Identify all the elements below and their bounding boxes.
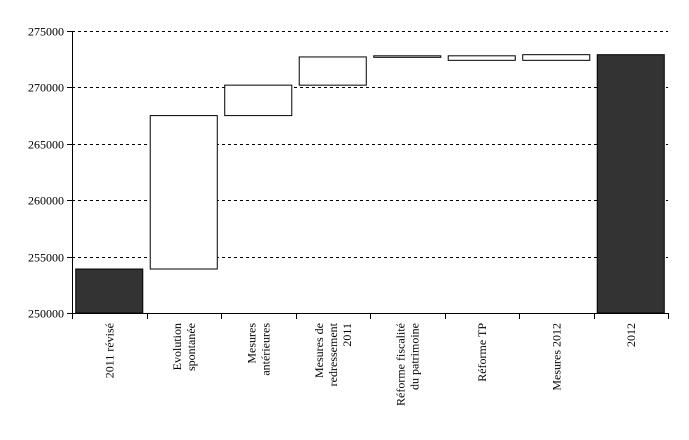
y-tick-label-255000: 255000 (28, 251, 64, 265)
x-category-label-5-line-0: Réforme TP (475, 323, 489, 382)
bar-4 (373, 55, 442, 58)
x-category-label-6-line-0: Mesures 2012 (549, 323, 563, 391)
bars (75, 54, 665, 314)
bar-5 (447, 55, 516, 61)
x-category-label-3-line-2: 2011 (340, 323, 354, 347)
bar-6 (522, 54, 591, 61)
y-tick-label-260000: 260000 (28, 194, 64, 208)
y-tick-label-270000: 270000 (28, 81, 64, 95)
y-tick-label-275000: 275000 (28, 25, 64, 39)
x-category-label-4-line-1: du patrimoine (407, 323, 421, 390)
x-category-label-3-line-0: Mesures de (312, 323, 326, 378)
y-tick-labels: 250000 255000 260000 265000 270000 275000 (28, 25, 64, 321)
x-category-labels: 2011 révisé Evolution spontanée Mesures anté… (102, 322, 638, 406)
bar-0 (75, 268, 144, 314)
bar-3 (298, 56, 367, 86)
x-category-label-1-line-1: spontanée (184, 323, 198, 371)
x-category-label-2-line-1: antérieures (258, 323, 272, 376)
x-category-label-7-line-0: 2012 (624, 323, 638, 347)
x-category-label-1-line-0: Evolution (170, 323, 184, 370)
bar-2 (224, 84, 293, 117)
y-tick-label-265000: 265000 (28, 138, 64, 152)
bar-7 (596, 54, 665, 314)
bar-1 (149, 115, 218, 270)
x-category-label-0-line-0: 2011 révisé (102, 323, 116, 378)
axes (67, 31, 669, 319)
x-category-label-4-line-0: Réforme fiscalité (393, 323, 407, 406)
x-category-label-2-line-0: Mesures (244, 323, 258, 364)
y-tick-label-250000: 250000 (28, 307, 64, 321)
x-category-label-3-line-1: redressement (326, 322, 340, 386)
